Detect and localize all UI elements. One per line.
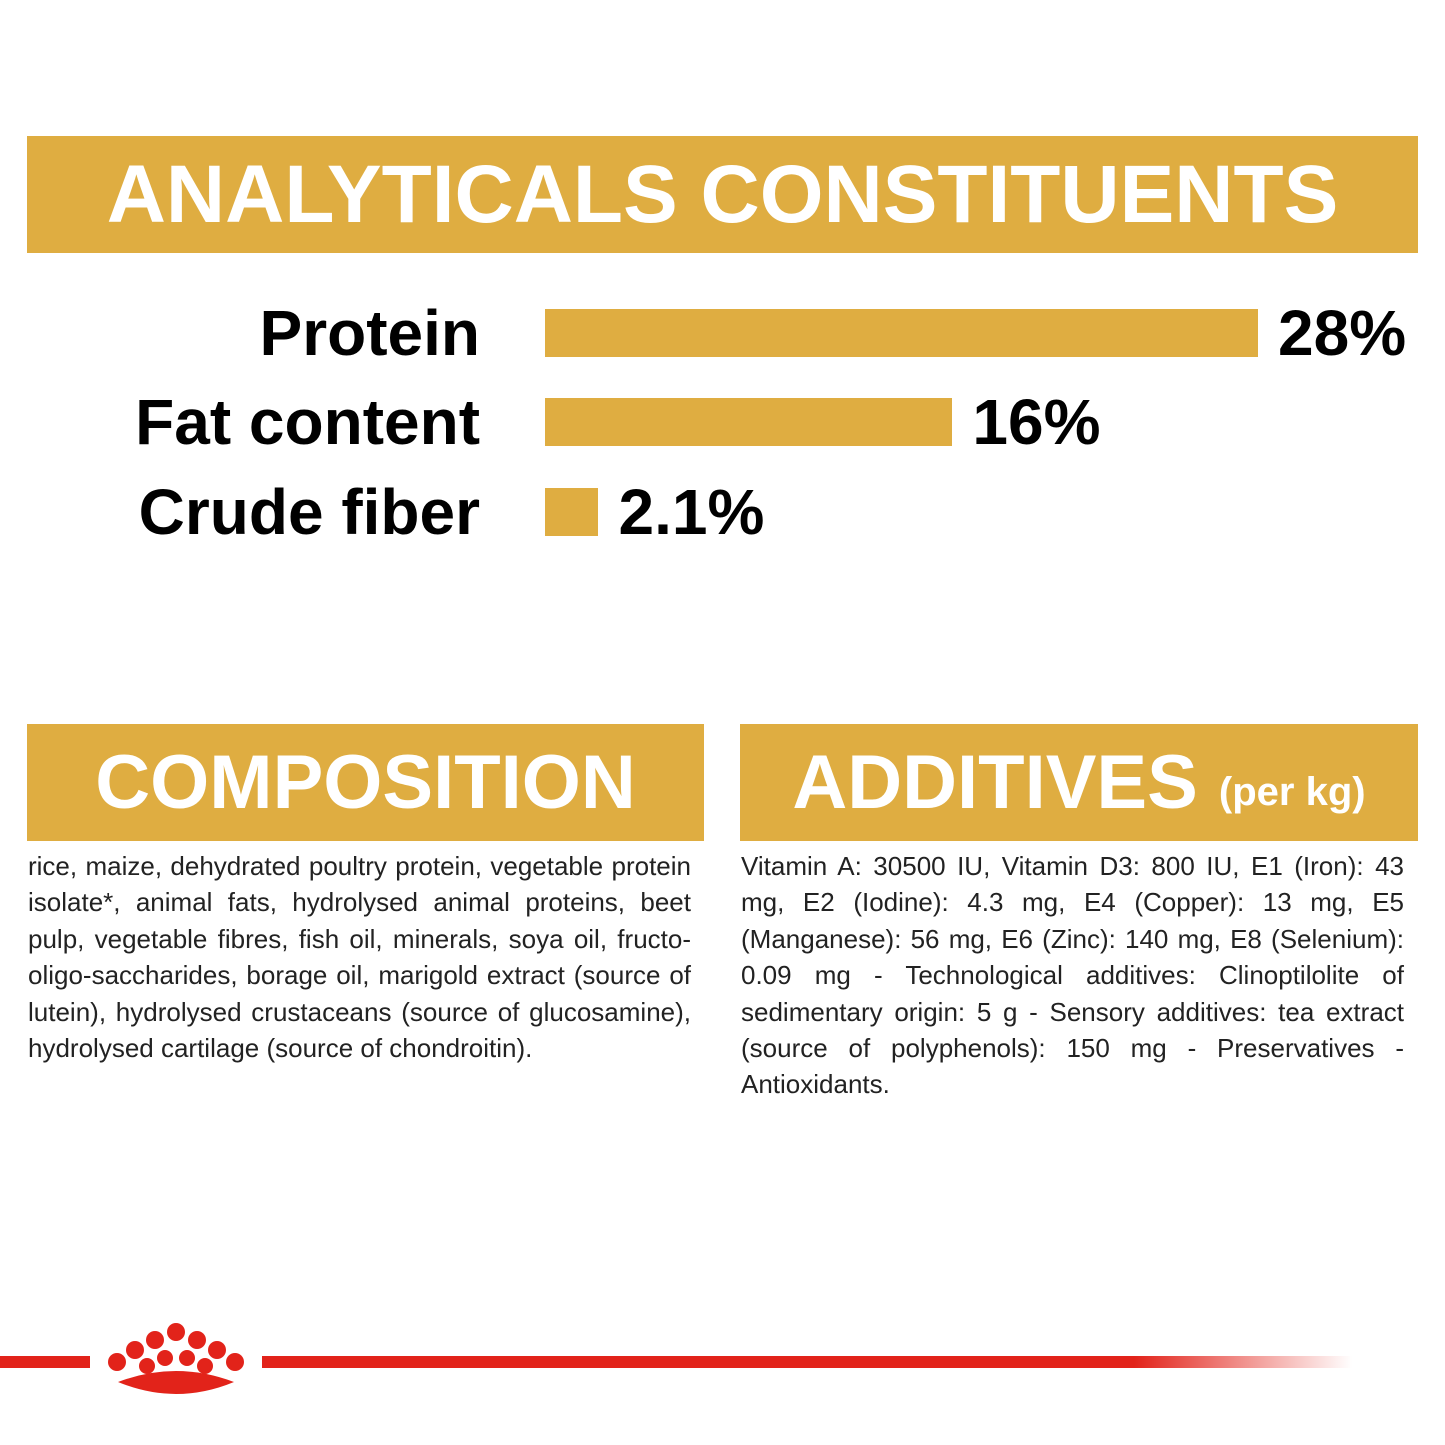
bar-label: Crude fiber bbox=[138, 476, 480, 548]
bar bbox=[545, 309, 1258, 357]
additives-unit: (per kg) bbox=[1218, 770, 1366, 814]
bar-label: Fat content bbox=[135, 386, 480, 458]
red-line bbox=[262, 1356, 1352, 1368]
additives-title: ADDITIVES bbox=[792, 740, 1198, 825]
logo-strip bbox=[0, 1323, 1352, 1394]
header-band: ANALYTICALS CONSTITUENTS bbox=[27, 136, 1418, 253]
value-label: 2.1% bbox=[618, 476, 765, 548]
value-label: 28% bbox=[1278, 297, 1407, 369]
header-title: ANALYTICALS CONSTITUENTS bbox=[106, 148, 1339, 240]
composition-band: COMPOSITION bbox=[27, 724, 704, 841]
crown-logo bbox=[108, 1323, 244, 1394]
additives-text: Vitamin A: 30500 IU, Vitamin D3: 800 IU,… bbox=[741, 851, 1404, 1100]
bar bbox=[545, 398, 953, 446]
bar-label: Protein bbox=[259, 297, 480, 369]
value-label: 16% bbox=[972, 386, 1101, 458]
composition-title: COMPOSITION bbox=[95, 740, 636, 825]
additives-band: ADDITIVES (per kg) bbox=[740, 724, 1418, 841]
bar bbox=[545, 488, 599, 536]
composition-text: rice, maize, dehydrated poultry protein,… bbox=[28, 851, 691, 1064]
red-line bbox=[0, 1356, 90, 1368]
